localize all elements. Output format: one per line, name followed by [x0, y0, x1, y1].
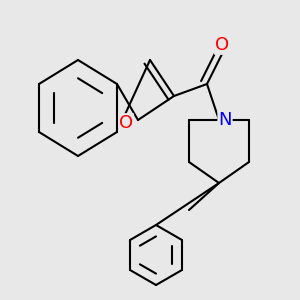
Text: O: O — [119, 114, 133, 132]
Text: O: O — [215, 36, 229, 54]
Text: N: N — [218, 111, 232, 129]
